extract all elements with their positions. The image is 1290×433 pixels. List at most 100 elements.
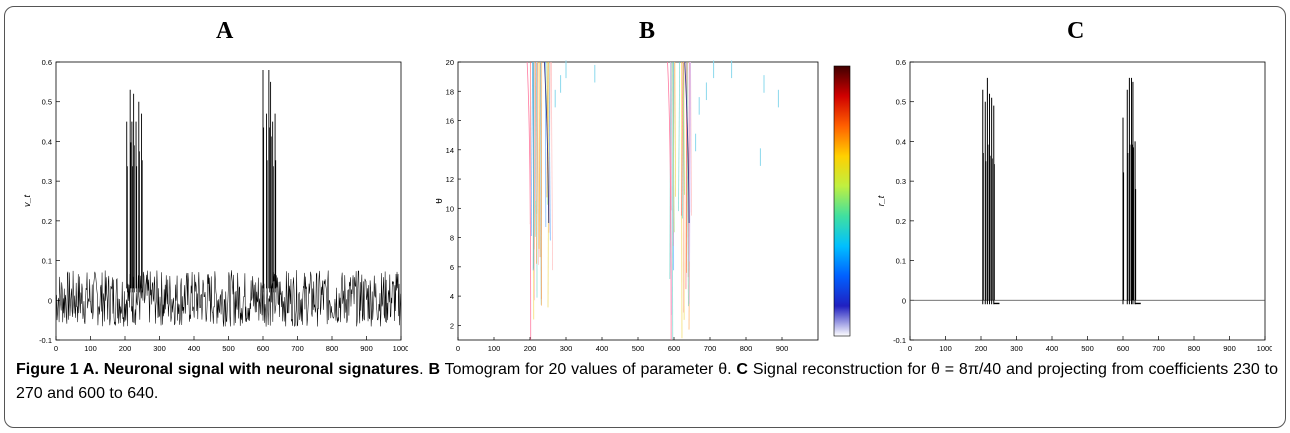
chart-c-y-tick-label: 0.1	[896, 257, 906, 266]
chart-a-x-tick-label: 800	[326, 344, 339, 352]
panel-letter-b: B	[639, 18, 656, 44]
chart-c-x-tick-label: 300	[1010, 344, 1023, 352]
chart-c-x-tick-label: 100	[939, 344, 952, 352]
chart-a-x-tick-label: 600	[257, 344, 270, 352]
chart-c-y-tick-label: 0.5	[896, 98, 906, 107]
chart-b-cluster-stroke	[530, 61, 533, 237]
chart-b-cluster-edge	[667, 61, 672, 341]
chart-c-x-tick-label: 900	[1223, 344, 1236, 352]
panel-letter-c: C	[1067, 18, 1085, 44]
chart-b-cluster-stroke	[674, 61, 676, 197]
chart-b-cluster-stroke	[534, 61, 537, 201]
chart-c-x-tick-label: 700	[1152, 344, 1165, 352]
chart-b-y-tick-label: 16	[446, 117, 454, 126]
chart-a-x-tick-label: 400	[188, 344, 201, 352]
chart-b-y-tick-label: 10	[446, 204, 454, 213]
chart-b-cluster-stroke	[548, 61, 551, 241]
chart-a-y-axis-label: v_t	[22, 195, 32, 208]
chart-c-y-tick-label: 0.4	[896, 137, 906, 146]
chart-b-cluster-edge	[543, 61, 550, 223]
chart-a-x-tick-label: 900	[360, 344, 373, 352]
panel-letter-a: A	[216, 18, 234, 44]
caption-text-a: .	[419, 361, 429, 378]
chart-c-x-tick-label: 0	[908, 344, 912, 352]
chart-a-y-tick-label: -0.1	[39, 336, 52, 345]
chart-c-x-tick-label: 500	[1081, 344, 1094, 352]
chart-b-x-tick-label: 200	[524, 344, 537, 352]
chart-a-x-tick-label: 500	[222, 344, 235, 352]
chart-c-x-tick-label: 1000	[1257, 344, 1272, 352]
chart-b-y-tick-label: 12	[446, 175, 454, 184]
chart-c-y-tick-label: 0.6	[896, 58, 906, 67]
chart-b-cluster-stroke	[532, 61, 535, 271]
chart-c-x-tick-label: 600	[1117, 344, 1130, 352]
chart-b-x-tick-label: 600	[668, 344, 681, 352]
chart-c-y-axis-label: r_t	[876, 195, 886, 206]
chart-b-cluster-stroke	[540, 61, 542, 305]
chart-a-x-tick-label: 700	[291, 344, 304, 352]
caption-part-a: A. Neuronal signal with neuronal signatu…	[78, 361, 420, 378]
chart-a-y-tick-label: 0.1	[42, 257, 52, 266]
chart-b-x-tick-label: 800	[740, 344, 753, 352]
chart-b-plot-area	[457, 61, 819, 341]
chart-b-x-tick-label: 700	[704, 344, 717, 352]
chart-b-cluster-stroke	[683, 61, 685, 313]
chart-b-cluster-stroke	[671, 61, 674, 340]
chart-b-x-tick-label: 0	[456, 344, 460, 352]
chart-b-cluster-stroke	[672, 61, 675, 233]
chart-b-cluster-stroke	[688, 61, 691, 262]
chart-b-x-tick-label: 900	[776, 344, 789, 352]
chart-b-y-tick-label: 8	[450, 234, 454, 243]
chart-b-cluster-stroke	[551, 61, 553, 271]
chart-c-x-tick-label: 800	[1188, 344, 1201, 352]
chart-a-noise-line	[55, 270, 401, 327]
chart-a-y-tick-label: 0.3	[42, 177, 52, 186]
chart-c-y-tick-label: 0	[902, 296, 906, 305]
chart-b-x-tick-label: 100	[488, 344, 501, 352]
chart-c-y-tick-label: 0.2	[896, 217, 906, 226]
figure-caption: Figure 1 A. Neuronal signal with neurona…	[16, 358, 1278, 406]
chart-b-y-tick-label: 14	[446, 146, 454, 155]
caption-text-c: Signal reconstruction for θ = 8π/40 and …	[16, 361, 1279, 402]
chart-a-x-tick-label: 0	[54, 344, 58, 352]
chart-a-y-tick-label: 0	[48, 296, 52, 305]
chart-a-y-tick-label: 0.4	[42, 137, 52, 146]
chart-b-cluster-stroke	[689, 61, 691, 304]
chart-b-cluster-edge	[526, 61, 532, 341]
chart-a: 0 100 200 300 400 500 600 700 800 900 1000-0.100.1…	[22, 58, 408, 352]
chart-b-cluster-edge	[684, 61, 690, 223]
chart-c-y-tick-label: 0.3	[896, 177, 906, 186]
chart-b-x-tick-label: 300	[560, 344, 573, 352]
figure-frame	[4, 6, 1286, 428]
caption-label-c: C	[736, 361, 748, 378]
chart-b-cluster-stroke	[536, 61, 539, 265]
chart-c-y-tick-label: -0.1	[893, 336, 906, 345]
chart-b-y-tick-label: 2	[450, 321, 454, 330]
chart-a-x-tick-label: 100	[84, 344, 97, 352]
chart-c-plot-area	[909, 61, 1266, 341]
chart-b-y-tick-label: 4	[450, 292, 454, 301]
chart-b-x-tick-label: 400	[596, 344, 609, 352]
chart-b-cluster-stroke	[686, 61, 689, 307]
caption-figure-label: Figure 1	[16, 361, 79, 378]
caption-text-b: Tomogram for 20 values of parameter θ.	[440, 361, 737, 378]
chart-b-colorbar	[833, 65, 851, 337]
chart-a-x-tick-label: 200	[119, 344, 132, 352]
chart-a-y-tick-label: 0.6	[42, 58, 52, 67]
chart-c-x-tick-label: 400	[1046, 344, 1059, 352]
chart-a-x-tick-label: 300	[153, 344, 166, 352]
chart-b-y-tick-label: 6	[450, 263, 454, 272]
chart-b-x-tick-label: 500	[632, 344, 645, 352]
chart-b-y-axis-label: θ	[436, 198, 445, 204]
chart-b-y-tick-label: 20	[446, 58, 454, 67]
chart-b-y-tick-label: 18	[446, 87, 454, 96]
caption-label-b: B	[428, 361, 441, 378]
chart-b: 0 100 200 300 400 500 600 700 800 900 2 4 6 8 10 12 14 16…	[436, 58, 851, 352]
chart-c: 0 100 200 300 400 500 600 700 800 900 1000-0.100.1…	[876, 58, 1272, 352]
chart-b-cluster-stroke	[681, 61, 684, 216]
chart-a-y-tick-label: 0.2	[42, 217, 52, 226]
chart-b-cluster-stroke	[678, 61, 680, 212]
chart-a-y-tick-label: 0.5	[42, 98, 52, 107]
chart-c-x-tick-label: 200	[975, 344, 988, 352]
chart-b-cluster-stroke	[682, 61, 685, 195]
